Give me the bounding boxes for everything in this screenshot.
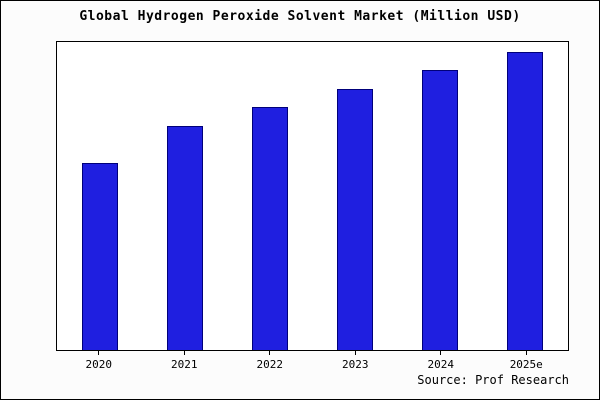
axis-tick	[98, 351, 100, 355]
bar-2021	[166, 126, 203, 350]
x-label-cell-2021: 2021	[154, 351, 214, 371]
x-label-2023: 2023	[342, 358, 369, 371]
bar-2022	[251, 106, 288, 350]
x-label-cell-2022: 2022	[240, 351, 300, 371]
x-label-2021: 2021	[171, 358, 198, 371]
bar-cell-2023	[325, 42, 385, 350]
bar-2023	[337, 88, 374, 350]
bar-cell-2024	[410, 42, 470, 350]
x-label-cell-2024: 2024	[411, 351, 471, 371]
plot-area	[56, 41, 569, 351]
x-label-2025e: 2025e	[509, 358, 543, 371]
axis-tick	[525, 351, 527, 355]
x-label-2020: 2020	[85, 358, 113, 371]
axis-tick	[183, 351, 185, 355]
bar-cell-2020	[70, 42, 130, 350]
bar-2024	[422, 69, 459, 350]
bar-2025e	[507, 51, 544, 350]
x-label-cell-2025e: 2025e	[496, 351, 556, 371]
x-label-cell-2023: 2023	[325, 351, 385, 371]
x-label-2024: 2024	[427, 358, 455, 371]
bar-cell-2022	[240, 42, 300, 350]
source-attribution: Source: Prof Research	[417, 373, 569, 387]
bar-cell-2021	[155, 42, 215, 350]
bar-series	[57, 42, 568, 350]
bar-cell-2025e	[495, 42, 555, 350]
axis-tick	[354, 351, 356, 355]
x-axis: 2020 2021 2022 2023 2024 2025e	[56, 351, 569, 371]
axis-tick	[440, 351, 442, 355]
chart-title: Global Hydrogen Peroxide Solvent Market …	[79, 9, 521, 24]
bar-2020	[81, 163, 118, 350]
x-label-2022: 2022	[256, 358, 284, 371]
axis-tick	[269, 351, 271, 355]
x-label-cell-2020: 2020	[69, 351, 129, 371]
